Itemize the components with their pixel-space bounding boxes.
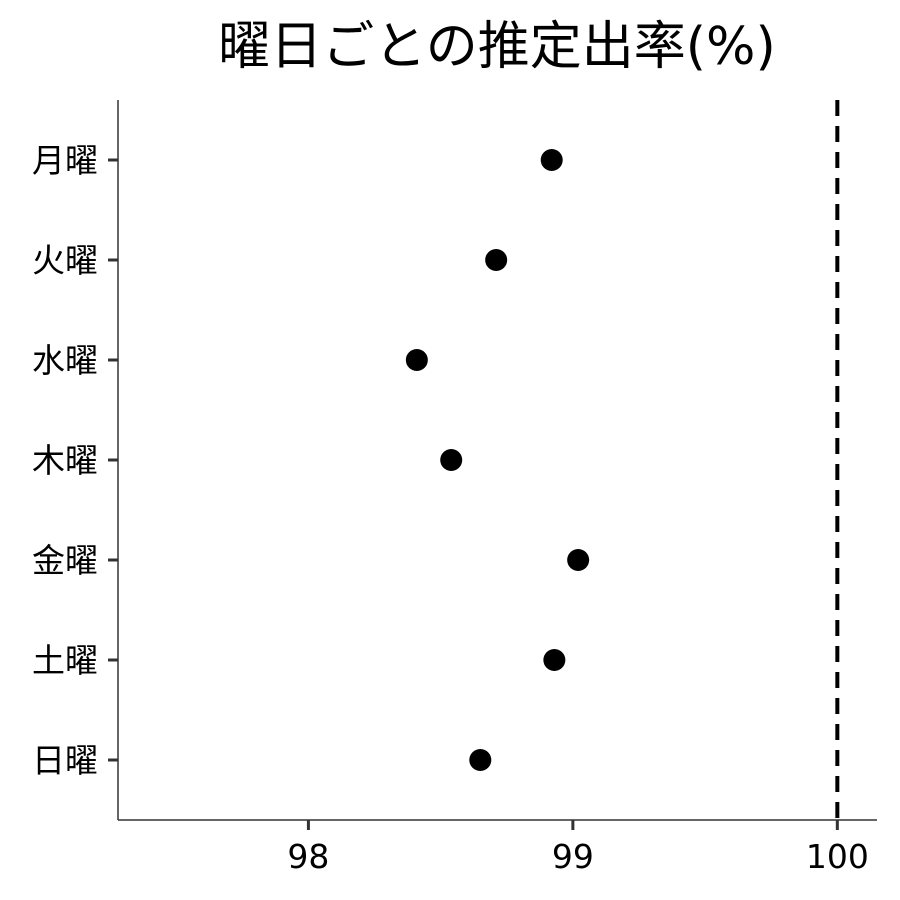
- chart-title: 曜日ごとの推定出率(%): [218, 17, 775, 77]
- y-tick-label: 日曜: [32, 741, 98, 780]
- data-point: [567, 549, 590, 571]
- x-ticks: 98 99 100: [287, 820, 869, 876]
- y-tick-label: 火曜: [32, 241, 98, 280]
- data-points: [405, 149, 590, 771]
- data-point: [405, 349, 428, 371]
- data-point: [543, 649, 566, 671]
- y-tick-label: 水曜: [32, 341, 98, 380]
- data-point: [485, 249, 508, 271]
- data-point: [440, 449, 463, 471]
- data-point: [469, 749, 492, 771]
- y-tick-label: 土曜: [32, 641, 98, 680]
- x-tick-label: 98: [287, 837, 329, 876]
- x-tick-label: 100: [806, 837, 869, 876]
- y-tick-label: 木曜: [32, 441, 98, 480]
- data-point: [540, 149, 563, 171]
- x-tick-label: 99: [552, 837, 594, 876]
- y-tick-label: 金曜: [32, 541, 98, 580]
- y-tick-label: 月曜: [32, 141, 98, 180]
